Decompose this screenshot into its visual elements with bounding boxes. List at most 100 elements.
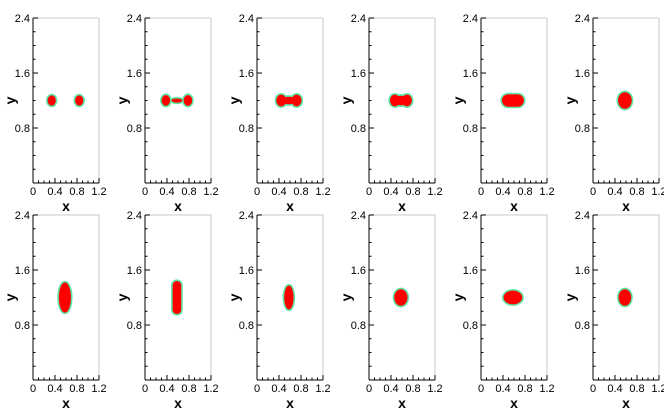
x-tick-label: 0 bbox=[254, 383, 260, 395]
drop-fill bbox=[618, 92, 632, 109]
panel-0-5: 0 0.4 0.8 1.2 0.8 1.6 2.4 x y bbox=[562, 13, 664, 214]
neck-fill bbox=[281, 96, 297, 105]
x-tick-label: 1.2 bbox=[315, 186, 330, 198]
x-tick-label: 0 bbox=[30, 383, 36, 395]
neck-fill bbox=[171, 98, 183, 103]
x-tick-label: 0.4 bbox=[271, 383, 286, 395]
x-tick-label: 0 bbox=[590, 186, 596, 198]
x-tick-label: 0.4 bbox=[383, 186, 398, 198]
drop-fill bbox=[503, 290, 523, 305]
panel-0-0: 0 0.4 0.8 1.2 0.8 1.6 2.4 x y bbox=[2, 13, 107, 214]
x-tick-label: 0.4 bbox=[607, 383, 622, 395]
x-tick-label: 0 bbox=[142, 186, 148, 198]
drop-fill bbox=[618, 289, 632, 306]
drop-fill bbox=[284, 285, 294, 310]
x-tick-label: 0.4 bbox=[495, 383, 510, 395]
drop-fill bbox=[47, 95, 56, 106]
x-axis-label: x bbox=[174, 395, 182, 411]
y-axis-label: y bbox=[338, 293, 354, 301]
y-tick-label: 2.4 bbox=[239, 13, 254, 25]
x-tick-label: 0.4 bbox=[607, 186, 622, 198]
x-tick-label: 1.2 bbox=[427, 186, 442, 198]
x-tick-label: 0.8 bbox=[629, 186, 644, 198]
y-tick-label: 0.8 bbox=[127, 123, 142, 135]
drop-fill bbox=[501, 94, 524, 107]
y-axis-label: y bbox=[114, 96, 130, 104]
x-tick-label: 1.2 bbox=[91, 186, 106, 198]
y-tick-label: 0.8 bbox=[575, 123, 590, 135]
x-tick-label: 0 bbox=[366, 383, 372, 395]
x-tick-label: 0.8 bbox=[181, 186, 196, 198]
x-tick-label: 0.8 bbox=[405, 186, 420, 198]
y-tick-label: 1.6 bbox=[351, 68, 366, 80]
x-tick-label: 0 bbox=[590, 383, 596, 395]
y-tick-label: 1.6 bbox=[15, 68, 30, 80]
x-tick-label: 0.4 bbox=[271, 186, 286, 198]
panel-1-4: 0 0.4 0.8 1.2 0.8 1.6 2.4 x y bbox=[450, 210, 555, 411]
x-tick-label: 0 bbox=[30, 186, 36, 198]
x-axis-label: x bbox=[398, 198, 406, 214]
y-tick-label: 2.4 bbox=[351, 13, 366, 25]
y-tick-label: 0.8 bbox=[15, 123, 30, 135]
x-tick-label: 0 bbox=[366, 186, 372, 198]
drop-fill bbox=[75, 95, 84, 106]
x-axis-label: x bbox=[174, 198, 182, 214]
y-axis-label: y bbox=[226, 293, 242, 301]
y-tick-label: 1.6 bbox=[351, 265, 366, 277]
x-tick-label: 1.2 bbox=[651, 186, 664, 198]
y-axis-label: y bbox=[450, 293, 466, 301]
panel-1-5: 0 0.4 0.8 1.2 0.8 1.6 2.4 x y bbox=[562, 210, 664, 411]
y-tick-label: 2.4 bbox=[127, 13, 142, 25]
y-tick-label: 1.6 bbox=[127, 68, 142, 80]
y-axis-label: y bbox=[2, 96, 18, 104]
y-tick-label: 1.6 bbox=[463, 265, 478, 277]
x-axis-label: x bbox=[622, 198, 630, 214]
panel-1-2: 0 0.4 0.8 1.2 0.8 1.6 2.4 x y bbox=[226, 210, 331, 411]
x-tick-label: 0.8 bbox=[517, 383, 532, 395]
x-axis-label: x bbox=[286, 198, 294, 214]
panel-1-1: 0 0.4 0.8 1.2 0.8 1.6 2.4 x y bbox=[114, 210, 219, 411]
y-axis-label: y bbox=[226, 96, 242, 104]
panel-1-3: 0 0.4 0.8 1.2 0.8 1.6 2.4 x y bbox=[338, 210, 443, 411]
panel-1-0: 0 0.4 0.8 1.2 0.8 1.6 2.4 x y bbox=[2, 210, 107, 411]
drop-fill bbox=[183, 95, 193, 106]
x-axis-label: x bbox=[62, 198, 70, 214]
x-tick-label: 0.8 bbox=[69, 186, 84, 198]
x-tick-label: 0.4 bbox=[47, 186, 62, 198]
y-tick-label: 1.6 bbox=[463, 68, 478, 80]
y-tick-label: 1.6 bbox=[575, 265, 590, 277]
y-tick-label: 2.4 bbox=[127, 210, 142, 222]
x-axis-label: x bbox=[510, 198, 518, 214]
x-axis-label: x bbox=[286, 395, 294, 411]
panel-0-2: 0 0.4 0.8 1.2 0.8 1.6 2.4 x y bbox=[226, 13, 331, 214]
x-tick-label: 0 bbox=[478, 383, 484, 395]
y-tick-label: 0.8 bbox=[15, 320, 30, 332]
x-tick-label: 1.2 bbox=[539, 186, 554, 198]
x-tick-label: 0 bbox=[142, 383, 148, 395]
x-tick-label: 0.8 bbox=[293, 186, 308, 198]
y-tick-label: 0.8 bbox=[351, 123, 366, 135]
y-tick-label: 0.8 bbox=[239, 320, 254, 332]
x-tick-label: 1.2 bbox=[539, 383, 554, 395]
y-axis-label: y bbox=[562, 293, 578, 301]
y-axis-label: y bbox=[562, 96, 578, 104]
x-axis-label: x bbox=[622, 395, 630, 411]
x-tick-label: 1.2 bbox=[651, 383, 664, 395]
y-tick-label: 0.8 bbox=[351, 320, 366, 332]
y-tick-label: 0.8 bbox=[463, 123, 478, 135]
drop-fill bbox=[394, 289, 408, 306]
y-tick-label: 0.8 bbox=[463, 320, 478, 332]
x-tick-label: 1.2 bbox=[91, 383, 106, 395]
y-tick-label: 2.4 bbox=[575, 13, 590, 25]
y-tick-label: 0.8 bbox=[575, 320, 590, 332]
panel-0-4: 0 0.4 0.8 1.2 0.8 1.6 2.4 x y bbox=[450, 13, 555, 214]
y-axis-label: y bbox=[338, 96, 354, 104]
x-tick-label: 0.4 bbox=[383, 383, 398, 395]
x-tick-label: 0 bbox=[478, 186, 484, 198]
x-tick-label: 1.2 bbox=[427, 383, 442, 395]
y-tick-label: 2.4 bbox=[15, 210, 30, 222]
y-tick-label: 2.4 bbox=[351, 210, 366, 222]
drop-fill bbox=[161, 95, 171, 106]
x-tick-label: 0.4 bbox=[47, 383, 62, 395]
